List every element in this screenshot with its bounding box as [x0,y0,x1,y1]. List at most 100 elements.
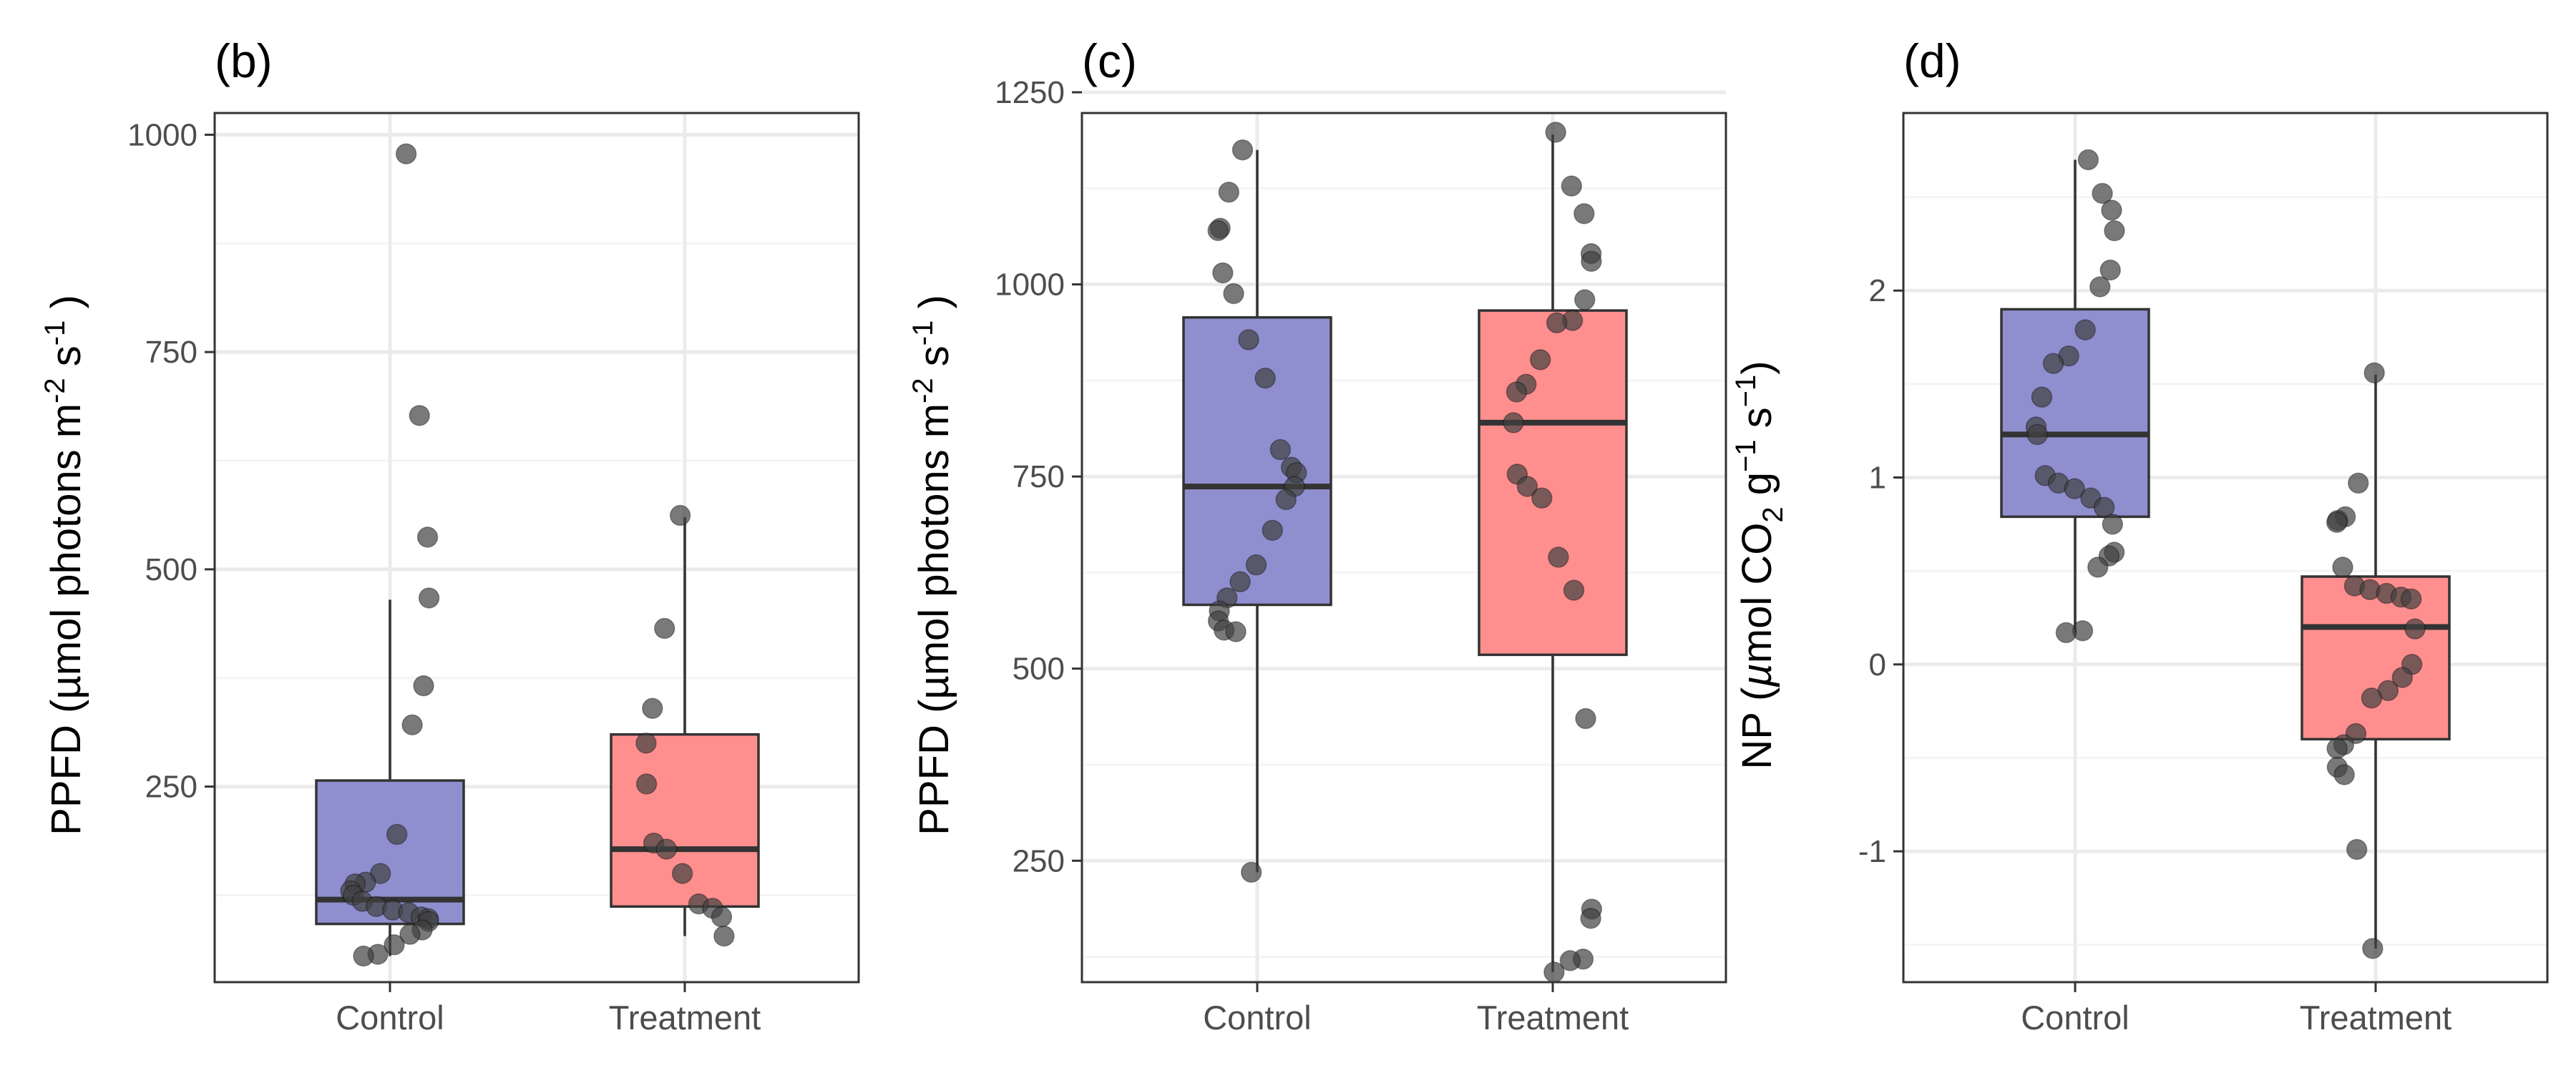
data-point [1212,262,1234,284]
data-point [401,714,423,736]
data-point [2026,423,2048,446]
data-point [1238,329,1259,351]
data-point [2104,220,2125,242]
data-point [1545,122,1566,143]
data-point [2087,557,2109,578]
data-point [2362,938,2384,959]
y-tick-label: 0 [1869,647,1886,682]
y-axis-title-d-p6: s [1734,407,1780,439]
y-tick-label: 1250 [995,75,1065,110]
y-tick-label: -1 [1858,834,1886,869]
y-axis-title-b-end: ) [43,295,89,320]
y-axis-title-d-p4: g [1734,472,1780,506]
y-axis-title-d-sub: 2 [1757,506,1789,522]
y-axis-title-c-mid: s [911,346,957,378]
data-point [1581,250,1602,273]
panel-d: -1 0 1 2 Control Treatment [1858,112,2549,1037]
data-point [1225,621,1246,642]
y-axis-title-c-main: PPFD (µmol photons m [911,403,957,836]
data-point [713,925,735,947]
data-point [2347,472,2369,494]
data-point [635,733,657,754]
y-tick-label: 1000 [995,268,1065,303]
data-point [2055,622,2077,644]
x-category-label: Control [1203,999,1312,1037]
data-point [2064,478,2085,499]
y-tick-label: 2 [1869,273,1886,308]
data-point [2332,557,2353,578]
data-point [1231,139,1254,161]
data-point [2102,514,2124,535]
data-point [1529,349,1551,371]
data-point [2089,276,2111,298]
y-tick-label: 250 [1013,843,1065,878]
y-axis-title-c-sup2: -1 [907,320,939,346]
data-point [2031,386,2053,408]
y-axis-title-d-p8: ) [1734,361,1780,374]
panel-tag-b: (b) [215,34,273,87]
box-body [2301,575,2451,741]
y-axis-title-c-end: ) [911,295,957,320]
y-axis-title-b-mid: s [43,346,89,378]
panel-border [1902,112,2549,984]
y-tick-label: 1000 [127,117,197,152]
data-point [642,697,663,720]
data-point [1580,908,1601,929]
y-tick-label: 250 [145,770,197,805]
box-treatment [2301,374,2451,949]
data-point [2391,667,2414,688]
data-point [1561,175,1583,197]
data-point [2326,511,2348,533]
y-axis-title-d: NP (µmol CO2 g−1 s−1) [1730,361,1789,769]
y-axis-title-b-sup1: -2 [39,378,71,403]
y-axis-title-b-main: PPFD (µmol photons m [43,403,89,836]
y-tick-label: 750 [145,335,197,370]
plot-background [1903,113,2547,982]
data-point [2333,764,2355,785]
data-point [2092,182,2113,205]
x-category-label: Treatment [2300,999,2451,1037]
data-point [2074,319,2096,340]
data-point [653,617,675,640]
data-point [1559,950,1581,971]
data-point [1207,220,1229,242]
data-point [384,934,405,956]
data-point [2077,149,2099,171]
data-point [1574,289,1596,310]
panel-c: 250 500 750 1000 1250 Control Treatment [995,75,1727,1037]
data-point [2404,618,2426,640]
data-point [711,906,733,928]
y-axis-title-d-p0: NP ( [1734,687,1780,770]
data-point [1229,571,1251,593]
data-point [1269,438,1292,461]
data-point [409,405,430,426]
y-axis-title-c-sup1: -2 [907,378,939,403]
box-control [315,599,465,956]
data-point [1531,487,1553,509]
x-category-label: Treatment [609,999,761,1037]
y-tick-label: 1 [1869,461,1886,496]
data-point [671,863,693,884]
data-point [1254,367,1276,389]
data-point [418,587,440,609]
data-point [1516,476,1538,497]
data-point [655,838,678,860]
x-category-label: Treatment [1477,999,1629,1037]
data-point [635,773,658,795]
data-point [2400,588,2422,610]
box-body [1478,309,1628,657]
data-point [669,504,691,526]
data-point [1503,412,1524,433]
data-point [1245,554,1267,576]
x-category-label: Control [336,999,444,1037]
data-point [1275,489,1297,511]
panel-border [1080,112,1727,984]
data-point [1543,961,1565,983]
panel-tag-d: (d) [1903,34,1961,87]
y-axis-title-c: PPFD (µmol photons m-2 s-1 ) [907,295,957,836]
y-tick-label: 500 [1013,652,1065,687]
data-point [1546,312,1568,334]
data-point [1506,381,1528,403]
y-axis-title-d-p1: µ [1734,663,1780,687]
